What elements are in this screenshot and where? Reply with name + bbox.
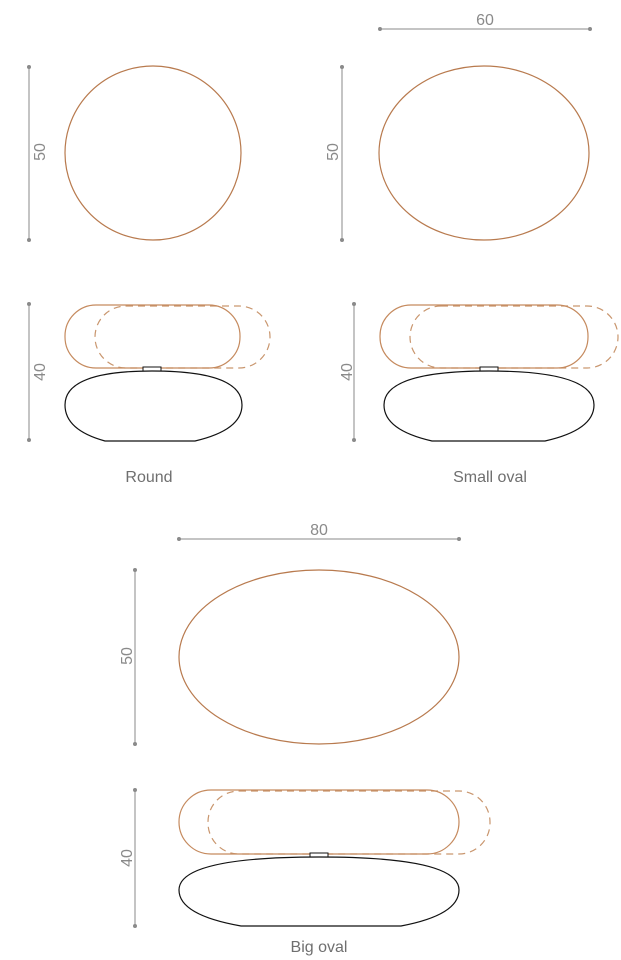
- cushion-outline: [64, 304, 241, 369]
- top-view-small-oval: [378, 65, 590, 241]
- cushion-rotated-outline: [409, 305, 619, 369]
- caption-big-oval: Big oval: [291, 939, 348, 956]
- width-dimension-small-oval: 60: [378, 12, 592, 31]
- top-view-big-oval: [178, 569, 460, 745]
- side-view-round: [64, 304, 271, 442]
- side-view-big-oval: [178, 789, 491, 927]
- top-view-round: [64, 65, 242, 241]
- depth-label-small-oval: 50: [325, 143, 342, 161]
- cushion-outline: [178, 789, 460, 855]
- side-view-small-oval: [379, 304, 619, 442]
- depth-dimension-small-oval: 50: [325, 65, 344, 242]
- variant-round: 50 40 Round: [27, 65, 271, 486]
- variant-small-oval: 60 50 40 Small oval: [325, 12, 619, 486]
- depth-label-round: 50: [32, 143, 49, 161]
- caption-round: Round: [125, 469, 172, 486]
- depth-dimension-big-oval: 50: [119, 568, 137, 746]
- depth-dimension-round: 50: [27, 65, 49, 242]
- cushion-rotated-outline: [94, 305, 271, 369]
- height-label-small-oval: 40: [339, 363, 356, 381]
- cushion-rotated-outline: [207, 790, 491, 855]
- caption-small-oval: Small oval: [453, 469, 527, 486]
- width-label-big-oval: 80: [310, 522, 328, 539]
- base-shell: [64, 370, 243, 442]
- height-label-round: 40: [32, 363, 49, 381]
- cushion-outline: [379, 304, 589, 369]
- width-label-small-oval: 60: [476, 12, 494, 29]
- base-shell: [178, 856, 460, 927]
- height-dimension-big-oval: 40: [119, 788, 137, 928]
- variant-big-oval: 80 50 40 Big oval: [119, 522, 491, 956]
- height-dimension-round: 40: [27, 302, 49, 442]
- base-shell: [383, 370, 595, 442]
- height-dimension-small-oval: 40: [339, 302, 356, 442]
- width-dimension-big-oval: 80: [177, 522, 461, 541]
- height-label-big-oval: 40: [119, 849, 136, 867]
- depth-label-big-oval: 50: [119, 647, 136, 665]
